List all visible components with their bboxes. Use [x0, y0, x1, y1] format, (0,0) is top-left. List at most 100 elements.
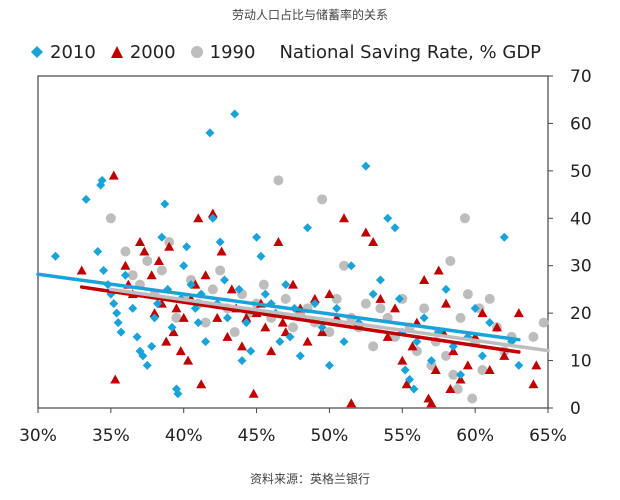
point-2010: [120, 270, 130, 280]
point-2010: [260, 289, 270, 299]
point-1990: [467, 393, 478, 404]
point-2000: [212, 312, 223, 322]
point-2010: [97, 175, 107, 185]
point-2010: [419, 313, 429, 323]
point-2010: [339, 337, 349, 347]
point-2000: [499, 350, 510, 360]
point-2000: [149, 308, 160, 318]
point-2010: [470, 303, 480, 313]
x-tick-label: 65%: [529, 426, 567, 446]
point-2000: [397, 355, 408, 365]
x-tick-label: 60%: [456, 426, 494, 446]
point-1990: [331, 293, 342, 304]
x-tick-label: 35%: [92, 426, 130, 446]
circle-marker-icon: [190, 46, 203, 58]
point-1990: [229, 327, 240, 338]
point-2000: [528, 379, 539, 389]
point-2000: [171, 303, 182, 313]
point-2010: [215, 237, 225, 247]
point-2000: [339, 213, 349, 223]
y-tick-label: 10: [570, 352, 592, 372]
point-2000: [226, 284, 237, 294]
point-1990: [448, 369, 459, 380]
point-2000: [382, 331, 393, 341]
legend-label-2000: 2000: [129, 41, 176, 63]
point-1990: [215, 265, 226, 276]
point-2010: [409, 384, 419, 394]
point-2000: [462, 360, 473, 370]
point-2000: [360, 227, 371, 237]
point-1990: [200, 317, 211, 328]
points-layer: [50, 109, 549, 408]
point-2000: [484, 365, 495, 375]
legend-label-2010: 2010: [50, 41, 96, 63]
point-2010: [499, 232, 509, 242]
point-2000: [273, 237, 284, 246]
chart-legend: 2010 2000 1990 National Saving Rate, % G…: [30, 40, 541, 64]
point-2010: [405, 375, 415, 385]
point-2000: [477, 308, 488, 318]
point-2000: [222, 331, 233, 341]
point-2000: [110, 374, 121, 384]
point-2000: [441, 298, 451, 308]
point-2010: [50, 251, 60, 261]
point-2010: [81, 194, 91, 204]
point-2010: [256, 251, 266, 261]
point-2010: [412, 337, 422, 347]
point-2010: [375, 275, 385, 285]
point-2000: [237, 341, 247, 351]
point-2000: [492, 322, 502, 332]
point-1990: [455, 312, 466, 323]
y-tick-label: 70: [570, 67, 592, 87]
point-2000: [433, 265, 444, 275]
point-2000: [76, 265, 87, 275]
point-1990: [441, 350, 451, 361]
point-2000: [407, 341, 418, 351]
point-2000: [375, 293, 386, 303]
point-2010: [394, 294, 404, 304]
point-2000: [164, 241, 175, 251]
trend-line-1990: [109, 287, 550, 353]
point-1990: [186, 274, 196, 285]
point-2010: [485, 318, 495, 328]
point-2010: [179, 261, 189, 271]
point-2010: [426, 356, 436, 366]
point-1990: [452, 384, 463, 395]
x-tick-label: 50%: [311, 426, 349, 446]
point-2010: [234, 284, 244, 294]
point-2010: [241, 318, 251, 328]
point-2000: [288, 279, 298, 289]
triangle-marker-icon: [110, 46, 123, 58]
point-2010: [477, 351, 487, 361]
legend-label-1990: 1990: [209, 41, 256, 63]
point-2010: [310, 299, 320, 309]
point-1990: [105, 213, 116, 224]
point-2000: [324, 289, 335, 299]
point-1990: [462, 289, 473, 300]
point-2000: [168, 327, 179, 337]
point-1990: [273, 175, 284, 186]
point-2010: [295, 351, 305, 361]
point-2010: [160, 199, 170, 209]
point-2000: [183, 355, 194, 365]
point-1990: [484, 293, 495, 304]
point-2010: [147, 341, 157, 351]
point-1990: [142, 255, 153, 266]
point-2010: [361, 161, 371, 171]
point-1990: [339, 260, 349, 271]
point-2000: [120, 260, 131, 270]
point-1990: [120, 246, 131, 257]
point-2000: [178, 312, 189, 322]
plot-area-frame: [37, 75, 549, 409]
y-tick-label: 50: [570, 162, 592, 182]
point-1990: [477, 365, 488, 376]
point-2010: [193, 318, 203, 328]
trend-layer: [36, 272, 550, 354]
point-2000: [346, 398, 357, 408]
point-2010: [157, 232, 167, 242]
point-2000: [280, 327, 291, 337]
point-2010: [116, 327, 126, 337]
point-2010: [514, 360, 524, 370]
point-2010: [317, 322, 327, 332]
point-2010: [456, 370, 466, 380]
